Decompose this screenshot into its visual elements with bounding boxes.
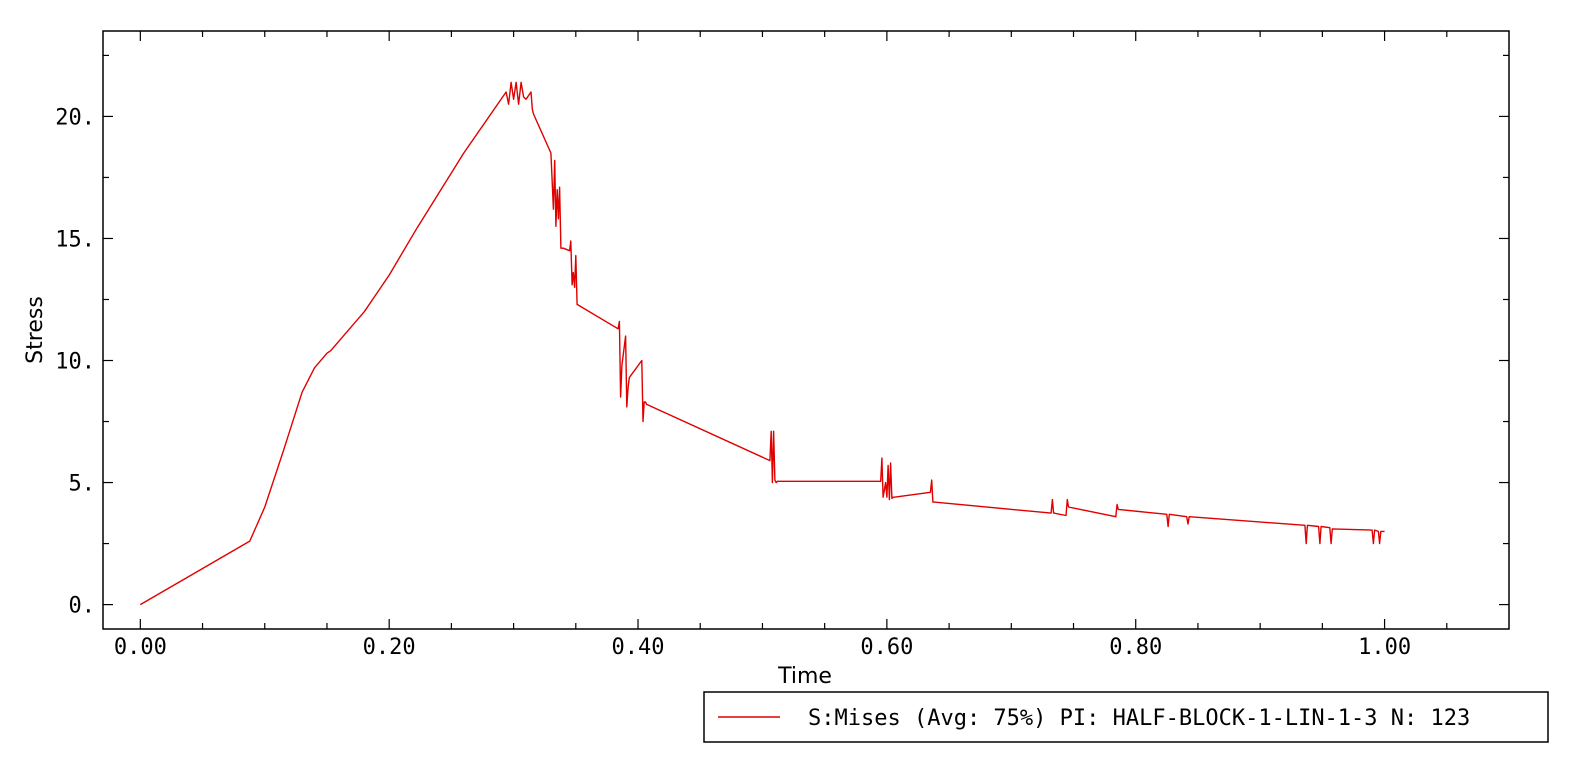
x-tick-label: 0.60 (860, 635, 913, 660)
series-line (139, 81, 1385, 606)
x-axis-ticks: 0.00 0.20 0.40 0.60 0.80 1.00 (114, 31, 1448, 660)
y-axis-ticks: 0. 5. 10. 15. 20. (55, 54, 1509, 619)
y-tick-label: 20. (55, 105, 95, 130)
legend-box (703, 691, 1549, 743)
series-group (139, 81, 1385, 606)
x-axis-title: Time (777, 664, 832, 689)
y-tick-label: 15. (55, 227, 95, 252)
x-tick-label: 0.80 (1109, 635, 1162, 660)
plot-frame (102, 30, 1510, 630)
y-tick-label: 5. (69, 472, 96, 497)
y-tick-label: 0. (69, 594, 96, 619)
y-axis-title: Stress (23, 296, 48, 364)
x-tick-label: 1.00 (1358, 635, 1411, 660)
x-tick-label: 0.00 (114, 635, 167, 660)
x-tick-label: 0.20 (363, 635, 416, 660)
legend-label: S:Mises (Avg: 75%) PI: HALF-BLOCK-1-LIN-… (808, 706, 1470, 731)
y-tick-label: 10. (55, 350, 95, 375)
x-tick-label: 0.40 (612, 635, 665, 660)
legend: S:Mises (Avg: 75%) PI: HALF-BLOCK-1-LIN-… (703, 691, 1549, 743)
